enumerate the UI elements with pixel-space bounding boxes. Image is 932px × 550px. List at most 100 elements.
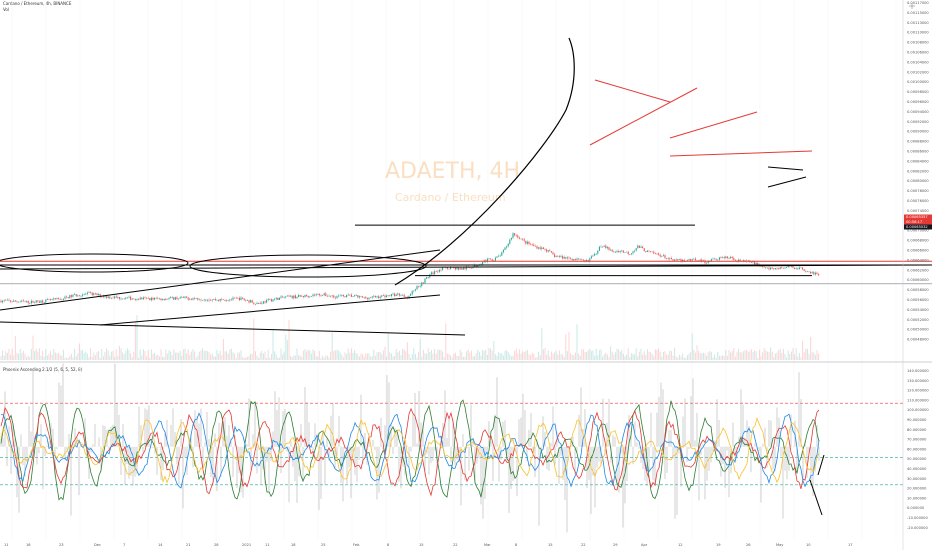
volume-bar [528,354,530,360]
candle-body [514,233,516,236]
candle-body [330,295,332,297]
candle-body [21,300,23,302]
candle-body [46,299,48,300]
volume-bar [485,349,487,360]
volume-bar [691,333,693,360]
time-tick-label: 28 [214,543,219,547]
candle-body [336,296,338,298]
time-tick-label: 22 [453,543,458,547]
volume-bar [448,354,450,360]
volume-bar [720,355,722,360]
candle-body [390,294,392,297]
candle-body [251,300,253,303]
candle-body [526,241,528,244]
candle-body [43,302,45,303]
candle-body [110,297,112,299]
candle-body [27,300,29,304]
volume-bar [773,357,775,360]
candle-body [733,258,735,260]
volume-bar [816,350,818,360]
candle-body [118,296,120,299]
volume-bar [213,356,215,360]
trend-line [99,294,441,326]
candle-body [658,253,660,255]
volume-bar [562,354,564,360]
volume-bar [109,355,111,360]
candle-body [411,291,413,295]
indicator-tick-label: 0.000000 [907,506,925,510]
candle-body [464,267,466,270]
candle-body [270,299,272,302]
volume-bar [54,352,56,360]
volume-bar [675,356,677,360]
candle-body [470,267,472,269]
candle-body [645,251,647,253]
time-tick-label: 21 [186,543,191,547]
volume-bar [416,357,418,360]
candle-body [245,300,247,301]
candle-body [5,300,7,301]
candle-body [725,256,727,259]
candle-body [530,243,532,245]
candle-body [8,299,10,301]
curve-line [394,37,575,286]
volume-bar [98,351,100,360]
volume-bar [650,352,652,360]
volume-bar [344,352,346,360]
candle-body [792,265,794,268]
volume-bar [789,354,791,360]
candle-body [568,257,570,259]
volume-bar [254,351,256,360]
candle-body [384,295,386,298]
candle-body [690,259,692,261]
volume-bar [115,349,117,360]
candle-body [234,297,236,299]
candle-body [382,295,384,296]
volume-bar [14,336,16,360]
candle-body [214,299,216,301]
volume-bar [520,353,522,360]
watermark-ticker: ADAETH, 4H [385,159,520,184]
candle-body [686,260,688,261]
volume-bar [237,352,239,360]
candle-body [696,260,698,261]
volume-bar [782,348,784,360]
candle-body [706,262,708,264]
candle-body [787,265,789,268]
time-tick-label: 11 [265,543,270,547]
indicator-tick-label: -10.000000 [907,516,928,520]
candle-body [682,259,684,262]
candle-body [174,297,176,300]
price-tag-box [904,214,932,220]
candle-body [632,251,634,254]
volume-bar [568,331,570,360]
candle-body [592,255,594,257]
volume-bar [16,352,18,360]
volume-bar [794,354,796,360]
volume-bar [394,355,396,360]
candle-body [349,294,351,296]
indicator-line [0,412,820,489]
candle-body [104,296,106,298]
candle-body [307,295,309,298]
candle-body [208,299,210,301]
volume-bar [379,351,381,360]
volume-bar [714,354,716,360]
candle-body [238,297,240,301]
candle-body [195,298,197,299]
volume-bar [750,349,752,360]
volume-bar [184,348,186,360]
candle-body [181,296,183,298]
candle-body [523,239,525,241]
volume-bar [283,351,285,360]
price-tick-label: 0.00064000 [907,258,929,262]
volume-bar [96,352,98,360]
volume-bar [474,356,476,360]
volume-bar [152,354,154,360]
volume-bar [701,353,703,360]
price-tick-label: 0.00058000 [907,288,929,292]
volume-bar [512,355,514,360]
candle-body [358,296,360,298]
volume-bar [754,350,756,360]
